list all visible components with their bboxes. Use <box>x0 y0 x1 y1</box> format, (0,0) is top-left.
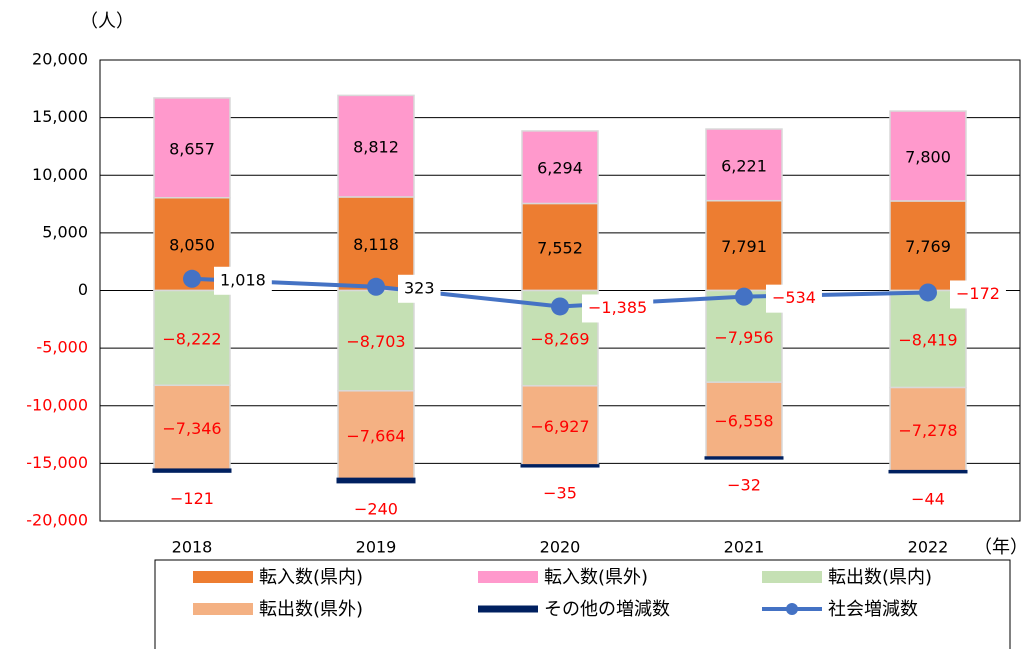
data-label: −8,222 <box>162 329 221 348</box>
legend-swatch <box>478 605 538 613</box>
legend-box <box>154 559 1011 649</box>
legend-swatch <box>762 571 822 583</box>
bar-segment <box>705 199 783 292</box>
label-bg <box>766 284 822 313</box>
y-tick-label: 20,000 <box>32 50 88 69</box>
data-label: −7,346 <box>162 419 221 438</box>
y-tick-label: -15,000 <box>26 453 88 472</box>
label-bg <box>214 266 272 295</box>
data-label: 6,221 <box>721 156 767 175</box>
legend-swatch <box>193 571 253 583</box>
data-label: 323 <box>404 278 435 297</box>
data-label: 7,769 <box>905 237 951 256</box>
data-label: −35 <box>543 484 577 503</box>
data-label: 6,294 <box>537 159 583 178</box>
x-tick-label: 2019 <box>356 538 397 557</box>
bar-segment <box>705 381 783 459</box>
bar-segment <box>153 289 231 387</box>
x-tick-label: 2018 <box>172 538 213 557</box>
legend-label: 転入数(県内) <box>259 567 363 588</box>
legend-label: 転出数(県内) <box>828 567 932 588</box>
bar-segment <box>337 94 415 198</box>
label-bg <box>582 294 654 323</box>
data-label: 7,552 <box>537 238 583 257</box>
data-label: −121 <box>170 489 214 508</box>
data-label: −7,278 <box>898 421 957 440</box>
legend-swatch <box>478 571 538 583</box>
data-label: 8,657 <box>169 139 215 158</box>
data-label: −6,558 <box>714 411 773 430</box>
y-tick-label: 5,000 <box>42 222 88 241</box>
line-label-group: −534 <box>766 284 822 313</box>
legend-label: 転出数(県外) <box>259 599 363 620</box>
legend-swatch-marker <box>786 603 798 615</box>
y-tick-label: -10,000 <box>26 395 88 414</box>
data-label: 7,791 <box>721 237 767 256</box>
legend-swatch <box>193 603 253 615</box>
bar-segment <box>337 289 415 392</box>
bar-segment <box>336 477 416 484</box>
bar-segment <box>153 384 231 471</box>
x-tick-label: 2022 <box>908 538 949 557</box>
legend-label: 転入数(県外) <box>544 567 648 588</box>
data-label: 1,018 <box>220 270 266 289</box>
x-tick-label: 2020 <box>540 538 581 557</box>
line-label-group: −172 <box>950 280 1006 309</box>
data-label: −32 <box>727 476 761 495</box>
y-tick-label: 15,000 <box>32 107 88 126</box>
bar-segment <box>888 469 968 474</box>
data-label: 8,812 <box>353 138 399 157</box>
legend-label: その他の増減数 <box>544 599 670 620</box>
x-tick-label: 2021 <box>724 538 765 557</box>
data-label: −1,385 <box>588 298 647 317</box>
data-label: 7,800 <box>905 148 951 167</box>
y-tick-label: 10,000 <box>32 165 88 184</box>
bar-segment <box>521 385 599 467</box>
bar-segment <box>705 128 783 202</box>
label-bg <box>950 280 1006 309</box>
data-label: −534 <box>772 288 816 307</box>
bar-segment <box>152 468 232 473</box>
data-label: −8,419 <box>898 331 957 350</box>
x-unit: （年） <box>974 537 1026 558</box>
bar-segment <box>889 110 967 202</box>
bar-segment <box>521 130 599 205</box>
bar-segment <box>153 97 231 199</box>
y-tick-label: 0 <box>78 280 88 299</box>
y-unit: （人） <box>80 11 134 32</box>
label-bg <box>398 274 441 303</box>
data-label: −7,956 <box>714 328 773 347</box>
line-point <box>735 287 753 306</box>
line-label-group: −1,385 <box>582 294 654 323</box>
data-label: −44 <box>911 489 945 508</box>
data-label: −240 <box>354 499 398 518</box>
data-label: 8,050 <box>169 236 215 255</box>
data-label: −8,269 <box>530 330 589 349</box>
line-point <box>183 269 201 288</box>
data-label: 8,118 <box>353 235 399 254</box>
y-tick-label: -5,000 <box>36 338 88 357</box>
line-point <box>551 297 569 316</box>
line-point <box>919 283 937 302</box>
data-label: −172 <box>956 284 1000 303</box>
bar-segment <box>889 200 967 292</box>
data-label: −6,927 <box>530 417 589 436</box>
line-label-group: 323 <box>398 274 441 303</box>
bar-segment <box>337 390 415 480</box>
data-label: −7,664 <box>346 426 405 445</box>
data-label: −8,703 <box>346 332 405 351</box>
line-point <box>367 277 385 296</box>
bar-segment <box>889 386 967 473</box>
legend-label: 社会増減数 <box>828 599 918 620</box>
line-label-group: 1,018 <box>214 266 272 295</box>
plot-border <box>99 59 1021 522</box>
y-tick-label: -20,000 <box>26 511 88 530</box>
